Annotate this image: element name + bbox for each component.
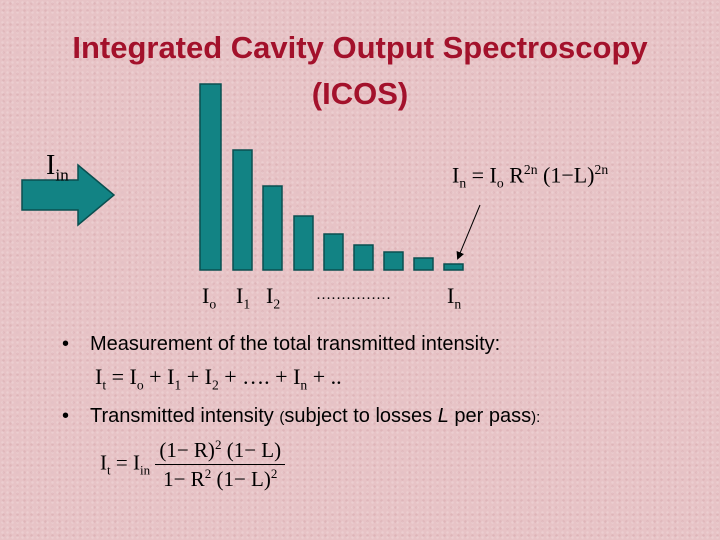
subscript: o [496,175,504,191]
symbol: I [266,283,274,308]
bar [413,257,434,271]
term: = I [471,162,497,188]
title-line: (ICOS) [311,76,409,111]
input-label: Iin [46,150,69,186]
bar [383,251,404,271]
text: Transmitted intensity [90,405,280,427]
fraction: (1− R)2 (1− L) 1− R2 (1− L)2 [155,437,286,492]
superscript: 2 [214,437,222,452]
denominator: 1− R2 (1− L)2 [159,465,281,492]
term: + .. [312,364,342,389]
text: ( [279,409,285,426]
term: = I [111,364,137,389]
term: (1− R) [159,438,215,462]
ellipsis: …………… [316,287,391,303]
symbol: I [236,283,244,308]
bullet-mark: • [62,405,70,427]
bullet-text: Measurement of the total transmitted int… [90,333,501,355]
label: I1 [236,283,250,312]
bullet-text: Transmitted intensity (subject to losses… [90,405,540,428]
text: ) [531,409,537,426]
formula-n: In = Io R2n (1−L)2n [452,162,608,192]
bar [232,149,253,271]
bar [199,83,222,271]
term: 1− R [163,467,205,491]
bar [293,215,314,271]
subscript: o [136,377,144,393]
bar [262,185,283,271]
term: I [100,450,107,475]
input-arrow [21,163,116,227]
formula-transmitted: It = Iin (1− R)2 (1− L) 1− R2 (1− L)2 [100,437,286,492]
formula-total: It = Io + I1 + I2 + …. + In + .. [95,364,342,393]
term: I [452,162,460,188]
subscript: t [102,377,107,393]
symbol: I [46,150,56,181]
subscript: in [55,165,69,185]
term: (1− L) [221,438,282,462]
subscript: n [454,296,462,312]
bar [353,244,374,271]
subscript: o [209,296,217,312]
bars [199,83,464,271]
symbol: I [447,283,455,308]
subscript: n [300,377,308,393]
numerator: (1− R)2 (1− L) [155,437,286,465]
term: + I [186,364,212,389]
superscript: 2n [594,162,609,177]
term: + I [149,364,175,389]
subscript: n [459,175,467,191]
pointer [456,204,481,260]
label: In [447,283,461,312]
term: I [95,364,103,389]
text: subject to losses [284,405,438,427]
subscript: 2 [273,296,281,312]
bar [443,263,464,271]
bar [323,233,344,271]
label: I2 [266,283,280,312]
subscript: 1 [174,377,182,393]
superscript: 2 [270,466,278,481]
term: = I [115,450,140,475]
label: Io [202,283,216,312]
superscript: 2n [523,162,538,177]
subscript: 2 [211,377,219,393]
text: per pass [448,405,532,427]
term: (1− L) [211,467,271,491]
term: + …. + I [224,364,301,389]
term: (1−L) [543,162,595,188]
text: : [536,409,541,426]
text: L [437,405,449,427]
subscript: t [107,462,111,478]
superscript: 2 [204,466,212,481]
subscript: 1 [243,296,251,312]
bullet-mark: • [62,333,70,355]
symbol: I [202,283,210,308]
title-line: Integrated Cavity Output Spectroscopy [72,30,648,65]
term: R [509,162,524,188]
subscript: in [139,462,151,478]
